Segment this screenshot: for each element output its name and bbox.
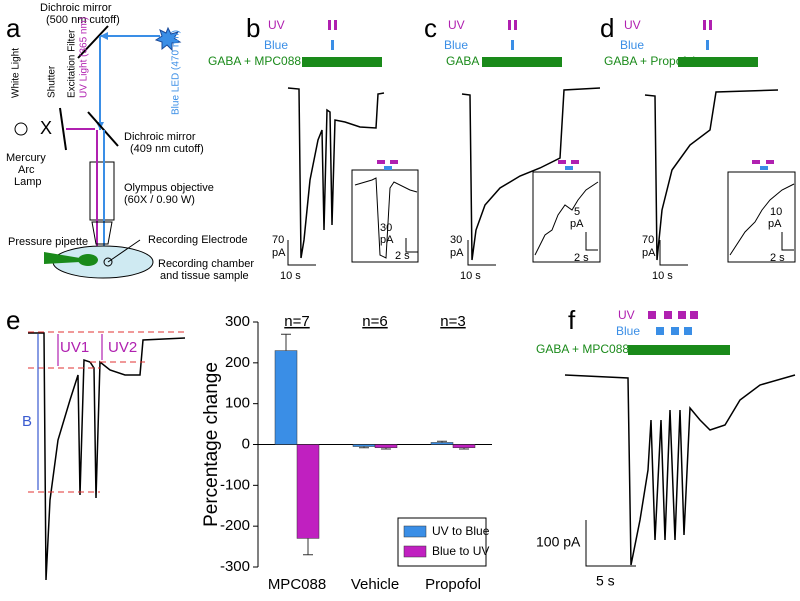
y-tick-label: -100 bbox=[220, 476, 250, 493]
stim-label: UV bbox=[448, 18, 465, 32]
panel-label: e bbox=[6, 305, 20, 335]
drug-label: GABA + MPC088 bbox=[536, 342, 629, 356]
label: X bbox=[40, 118, 52, 138]
scale-label: 30 bbox=[380, 222, 392, 234]
annotation: n=6 bbox=[362, 313, 387, 330]
bar bbox=[374, 444, 398, 449]
panel-label: b bbox=[246, 13, 260, 43]
label: Dichroic mirror bbox=[40, 2, 112, 14]
drug-label: GABA bbox=[446, 54, 479, 68]
panel-label: f bbox=[568, 305, 576, 335]
annotation: n=7 bbox=[284, 313, 309, 330]
trace-panel: UV Blue GABA 5 pA 2 s 30 pA 10 s bbox=[444, 18, 601, 282]
bar bbox=[452, 444, 476, 449]
legend-label: UV to Blue bbox=[432, 524, 490, 538]
scale-label: pA bbox=[642, 247, 656, 259]
scale-label: 100 pA bbox=[536, 534, 581, 550]
scale-label: 2 s bbox=[770, 252, 785, 264]
y-tick-label: 100 bbox=[225, 395, 250, 412]
scale-label: 2 s bbox=[395, 250, 410, 262]
error-bar bbox=[303, 538, 313, 556]
scale-label: pA bbox=[380, 234, 394, 246]
trace-panel: UV Blue GABA + Propofol 10 pA 2 s 70 pA … bbox=[604, 18, 796, 282]
scale-label: 2 s bbox=[574, 252, 589, 264]
bar bbox=[274, 350, 298, 445]
scale-label: 10 bbox=[770, 206, 782, 218]
label: Dichroic mirror bbox=[124, 131, 196, 143]
bar bbox=[296, 444, 320, 539]
stim-label: Blue bbox=[616, 324, 640, 338]
panel-label: c bbox=[424, 13, 437, 43]
scale-label: 30 bbox=[450, 234, 462, 246]
scale-label: 5 s bbox=[596, 573, 615, 589]
scale-label: 70 bbox=[272, 234, 284, 246]
error-bar bbox=[437, 440, 447, 443]
y-tick-label: 300 bbox=[225, 313, 250, 330]
setup-diagram: Dichroic mirror (500 nm cutoff) Blue LED… bbox=[6, 2, 254, 282]
scale-label: 5 bbox=[574, 206, 580, 218]
error-bar bbox=[459, 447, 469, 450]
legend-swatch bbox=[403, 525, 427, 538]
label: Recording Electrode bbox=[148, 234, 248, 246]
scale-label: 10 s bbox=[652, 270, 673, 282]
scale-label: pA bbox=[272, 247, 286, 259]
stim-label: UV bbox=[618, 308, 635, 322]
stim-label: Blue bbox=[264, 38, 288, 52]
label: Recording chamber bbox=[158, 258, 254, 270]
scale-label: 70 bbox=[642, 234, 654, 246]
scale-label: pA bbox=[768, 218, 782, 230]
label: Mercury bbox=[6, 152, 46, 164]
scale-label: pA bbox=[450, 247, 464, 259]
error-bar bbox=[359, 446, 369, 449]
y-tick-label: -200 bbox=[220, 517, 250, 534]
legend-swatch bbox=[403, 545, 427, 558]
label: Arc bbox=[18, 164, 35, 176]
stim-label: UV bbox=[268, 18, 285, 32]
panel-label: a bbox=[6, 13, 21, 43]
scale-label: 10 s bbox=[460, 270, 481, 282]
y-tick-label: 200 bbox=[225, 354, 250, 371]
label: UV2 bbox=[108, 339, 137, 356]
scale-label: pA bbox=[570, 218, 584, 230]
label: (60X / 0.90 W) bbox=[124, 194, 195, 206]
x-tick-label: Vehicle bbox=[351, 576, 399, 593]
label: UV Light (365 nm) bbox=[79, 17, 90, 98]
stim-label: Blue bbox=[444, 38, 468, 52]
label: (500 nm cutoff) bbox=[46, 14, 120, 26]
x-tick-label: MPC088 bbox=[268, 576, 326, 593]
stim-label: UV bbox=[624, 18, 641, 32]
x-tick-label: Propofol bbox=[425, 576, 481, 593]
label: UV1 bbox=[60, 339, 89, 356]
label: Shutter bbox=[47, 65, 58, 98]
annotation: n=3 bbox=[440, 313, 465, 330]
y-tick-label: -300 bbox=[220, 558, 250, 575]
error-bar bbox=[281, 333, 291, 351]
y-axis-label: Percentage change bbox=[201, 362, 222, 527]
label: Blue LED (470 nm) bbox=[171, 30, 182, 115]
label: Pressure pipette bbox=[8, 236, 88, 248]
drug-label: GABA + MPC088 bbox=[208, 54, 301, 68]
error-bar bbox=[381, 447, 391, 450]
bar bbox=[430, 442, 454, 445]
scale-label: 10 s bbox=[280, 270, 301, 282]
trace-panel: UV Blue GABA + MPC088 100 pA 5 s bbox=[536, 308, 796, 589]
stim-label: Blue bbox=[620, 38, 644, 52]
label: Olympus objective bbox=[124, 182, 214, 194]
label: White Light bbox=[11, 48, 22, 98]
drug-label: GABA + Propofol bbox=[604, 54, 695, 68]
legend-label: Blue to UV bbox=[432, 544, 489, 558]
panel-label: d bbox=[600, 13, 614, 43]
label: Lamp bbox=[14, 176, 42, 188]
y-tick-label: 0 bbox=[242, 435, 250, 452]
trace-panel: UV Blue GABA + MPC088 30 pA 2 s 70 pA 10… bbox=[208, 18, 419, 282]
label: and tissue sample bbox=[160, 270, 249, 282]
label: (409 nm cutoff) bbox=[130, 143, 204, 155]
trace-panel: UV1 UV2 B bbox=[22, 331, 186, 581]
label: B bbox=[22, 413, 32, 430]
bar bbox=[352, 444, 376, 447]
label: Excitation Filter bbox=[67, 29, 78, 98]
